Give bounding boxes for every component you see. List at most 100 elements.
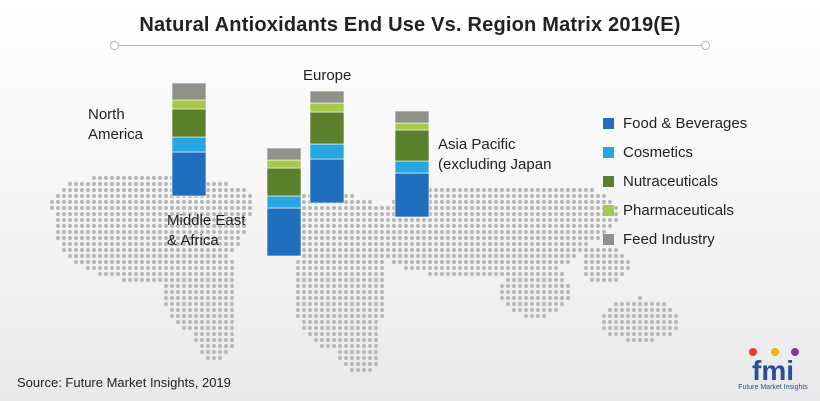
map-dot <box>373 307 379 313</box>
map-dot <box>181 289 187 295</box>
map-dot <box>589 235 595 241</box>
map-dot <box>211 289 217 295</box>
map-dot <box>337 211 343 217</box>
map-dot <box>613 313 619 319</box>
map-dot <box>361 295 367 301</box>
map-dot <box>361 259 367 265</box>
map-dot <box>205 259 211 265</box>
map-dot <box>319 319 325 325</box>
map-dot <box>223 325 229 331</box>
map-dot <box>373 343 379 349</box>
map-dot <box>163 205 169 211</box>
map-dot <box>61 217 67 223</box>
map-dot <box>151 235 157 241</box>
map-dot <box>223 205 229 211</box>
map-dot <box>571 229 577 235</box>
map-dot <box>349 331 355 337</box>
map-dot <box>505 253 511 259</box>
map-dot <box>133 235 139 241</box>
map-dot <box>121 259 127 265</box>
map-dot <box>121 253 127 259</box>
map-dot <box>187 199 193 205</box>
map-dot <box>157 223 163 229</box>
map-dot <box>463 253 469 259</box>
map-dot <box>409 223 415 229</box>
map-dot <box>91 217 97 223</box>
map-dot <box>553 253 559 259</box>
map-dot <box>355 241 361 247</box>
map-dot <box>307 295 313 301</box>
legend-swatch <box>603 118 614 129</box>
map-dot <box>163 217 169 223</box>
map-dot <box>91 235 97 241</box>
map-dot <box>607 271 613 277</box>
map-dot <box>613 319 619 325</box>
map-dot <box>385 223 391 229</box>
map-dot <box>505 277 511 283</box>
map-dot <box>91 241 97 247</box>
map-dot <box>511 241 517 247</box>
map-dot <box>547 265 553 271</box>
map-dot <box>169 247 175 253</box>
map-dot <box>487 205 493 211</box>
map-dot <box>427 223 433 229</box>
map-dot <box>181 253 187 259</box>
map-dot <box>541 223 547 229</box>
map-dot <box>589 259 595 265</box>
map-dot <box>343 211 349 217</box>
map-dot <box>637 337 643 343</box>
map-dot <box>559 301 565 307</box>
map-dot <box>373 229 379 235</box>
map-dot <box>415 217 421 223</box>
map-dot <box>523 259 529 265</box>
map-dot <box>553 289 559 295</box>
map-dot <box>193 271 199 277</box>
map-dot <box>649 307 655 313</box>
map-dot <box>295 307 301 313</box>
map-dot <box>673 319 679 325</box>
map-dot <box>337 343 343 349</box>
map-dot <box>85 199 91 205</box>
map-dot <box>331 325 337 331</box>
map-dot <box>313 271 319 277</box>
map-dot <box>361 211 367 217</box>
map-dot <box>121 187 127 193</box>
map-dot <box>583 259 589 265</box>
map-dot <box>427 259 433 265</box>
map-dot <box>79 229 85 235</box>
map-dot <box>199 223 205 229</box>
map-dot <box>643 325 649 331</box>
map-dot <box>487 199 493 205</box>
map-dot <box>379 211 385 217</box>
map-dot <box>127 205 133 211</box>
map-dot <box>523 307 529 313</box>
map-dot <box>529 301 535 307</box>
logo-tagline: Future Market Insights <box>738 384 808 391</box>
map-dot <box>637 301 643 307</box>
map-dot <box>421 235 427 241</box>
map-dot <box>61 223 67 229</box>
map-dot <box>505 301 511 307</box>
map-dot <box>355 367 361 373</box>
map-dot <box>589 229 595 235</box>
map-dot <box>385 241 391 247</box>
map-dot <box>205 211 211 217</box>
map-dot <box>505 241 511 247</box>
map-dot <box>487 187 493 193</box>
map-dot <box>601 265 607 271</box>
bar-asia-pacific-excluding-japan-nutraceuticals <box>394 129 430 162</box>
map-dot <box>397 241 403 247</box>
map-dot <box>655 319 661 325</box>
map-dot <box>91 223 97 229</box>
bar-asia-pacific-excluding-japan-pharmaceuticals <box>394 122 430 131</box>
map-dot <box>535 313 541 319</box>
map-dot <box>151 211 157 217</box>
map-dot <box>553 217 559 223</box>
map-dot <box>217 355 223 361</box>
map-dot <box>301 223 307 229</box>
map-dot <box>103 175 109 181</box>
map-dot <box>343 307 349 313</box>
map-dot <box>643 331 649 337</box>
map-dot <box>85 253 91 259</box>
map-dot <box>523 211 529 217</box>
